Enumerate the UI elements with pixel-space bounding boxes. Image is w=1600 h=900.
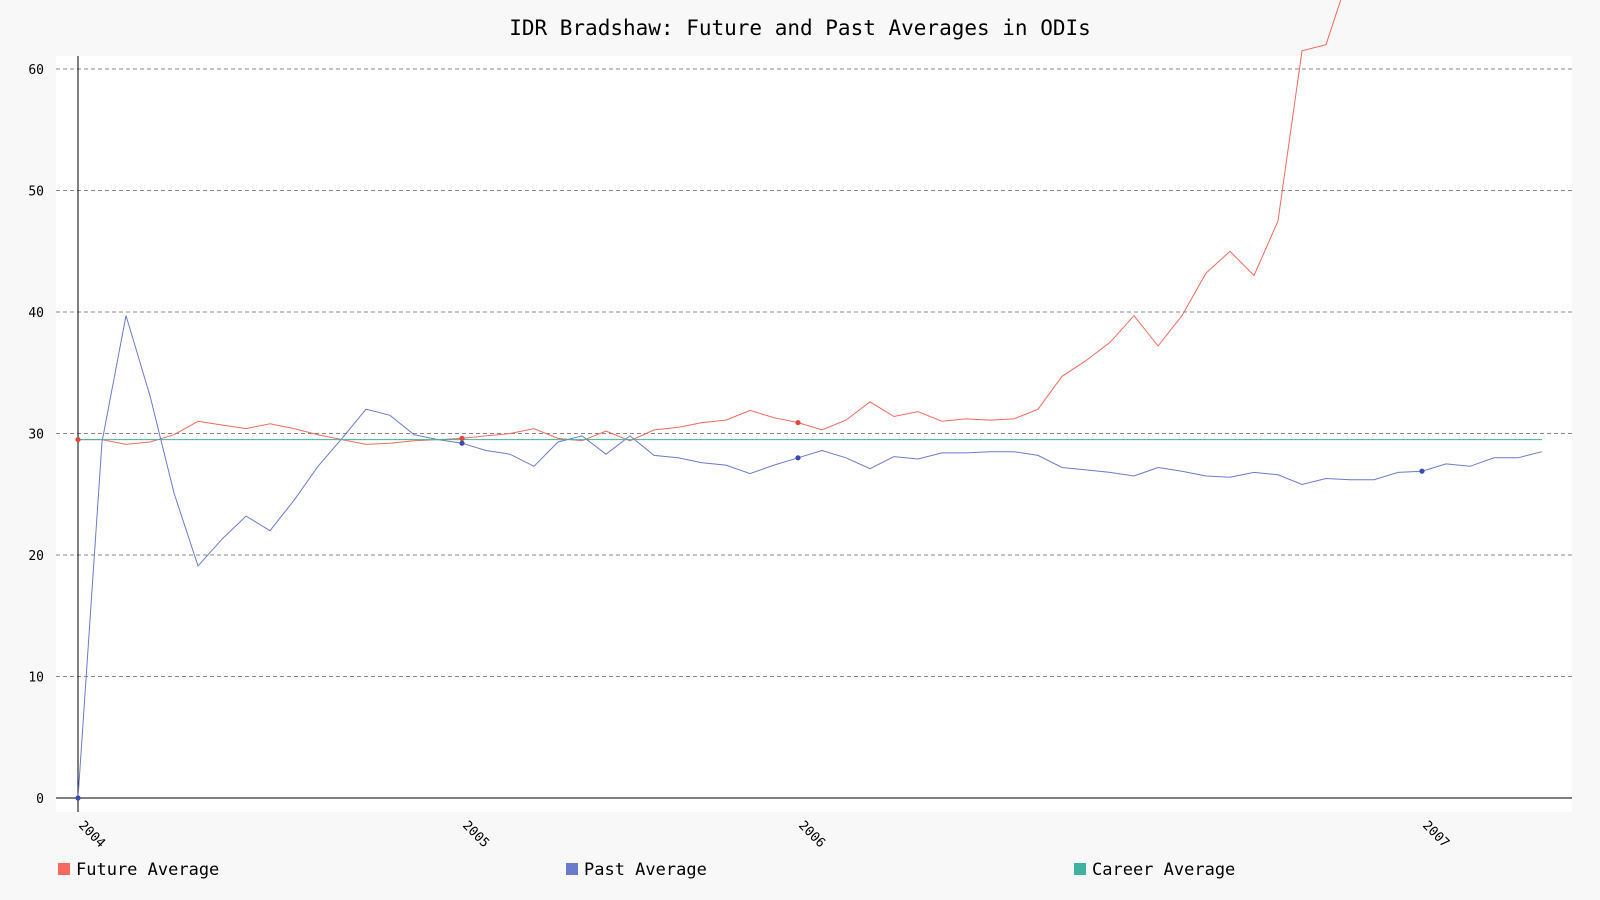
x-axis-ticks: 2004 2005 2006 2007 [75,818,1452,851]
y-tick-label: 40 [28,306,44,321]
legend-swatch [1074,863,1086,875]
data-point [75,795,81,801]
x-tick-label: 2006 [795,818,828,851]
data-point [795,455,801,461]
y-tick-label: 20 [28,549,44,564]
axes [56,56,1572,812]
y-axis-ticks: 0 10 20 30 40 50 60 [28,63,44,807]
data-point [459,440,465,446]
chart-title: IDR Bradshaw: Future and Past Averages i… [509,16,1091,40]
data-point [1419,468,1425,474]
legend-label: Career Average [1092,860,1235,880]
series-line-past-average [77,315,1543,799]
y-tick-label: 60 [28,63,44,78]
series-lines [77,0,1543,799]
legend-swatch [566,863,578,875]
series-markers [75,419,1425,801]
y-tick-label: 50 [28,185,44,200]
gridlines [56,68,1572,677]
legend-swatch [58,863,70,875]
x-tick-label: 2007 [1419,818,1452,851]
y-tick-label: 10 [28,671,44,686]
data-point [459,435,465,441]
x-tick-label: 2005 [459,818,492,851]
legend-label: Past Average [584,860,707,880]
legend: Future Average Past Average Career Average [58,860,1235,880]
y-tick-label: 0 [36,792,44,807]
x-tick-label: 2004 [75,818,108,851]
y-tick-label: 30 [28,428,44,443]
data-point [795,419,801,426]
series-line-future-average [78,0,1342,445]
legend-label: Future Average [76,860,219,880]
data-point [75,436,81,443]
